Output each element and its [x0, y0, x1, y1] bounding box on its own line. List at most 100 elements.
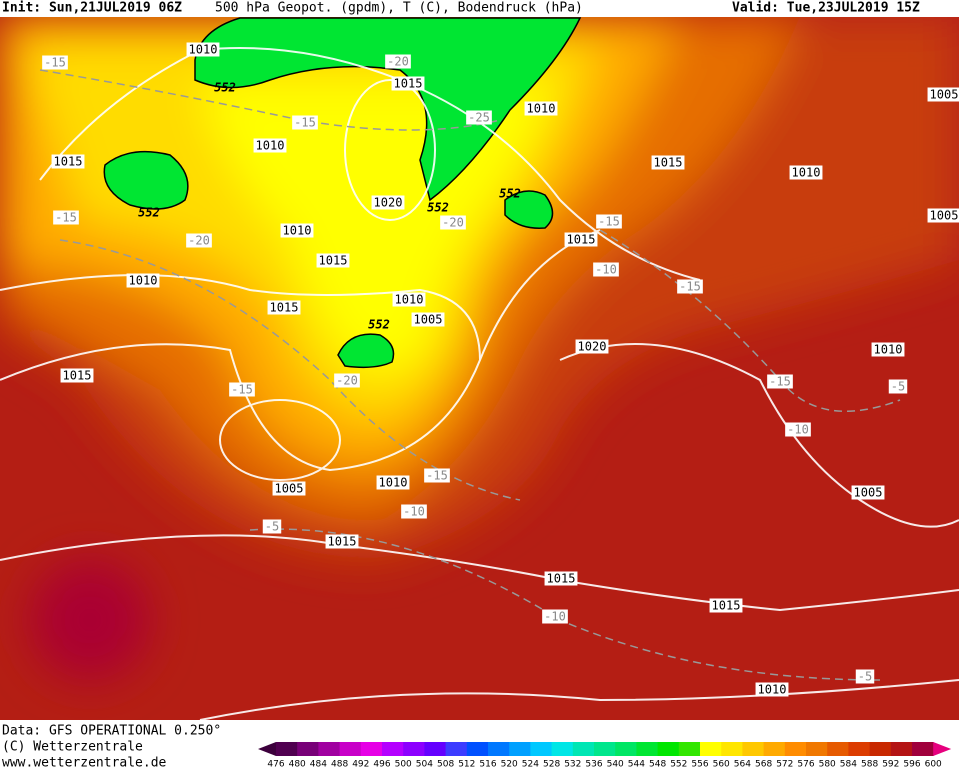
header-bar [0, 0, 959, 17]
pressure-label-box [755, 682, 789, 697]
color-bar-end [933, 742, 952, 756]
color-bar-bin [530, 742, 553, 756]
init-time: Init: Sun,21JUL2019 06Z [2, 1, 182, 16]
color-bar-bin [912, 742, 934, 756]
color-bar-bin [339, 742, 362, 756]
data-source: Data: GFS OPERATIONAL 0.250° [2, 724, 221, 739]
pressure-label-box [927, 208, 959, 223]
pressure-label: 1010 [758, 683, 787, 697]
color-bar-bin [721, 742, 743, 756]
temperature-label-box [855, 669, 875, 684]
pressure-label-box [651, 155, 685, 170]
temperature-label: -15 [769, 375, 791, 389]
color-bar-bin [848, 742, 871, 756]
temperature-label-box [186, 233, 212, 248]
geopotential-label: 552 [427, 201, 449, 215]
color-bar-bin [360, 742, 383, 756]
pressure-label-box [272, 481, 306, 496]
color-bar-label: 476 [267, 760, 284, 770]
pressure-label: 1010 [792, 166, 821, 180]
color-bar-label: 564 [734, 760, 751, 770]
color-bar-label: 568 [755, 760, 772, 770]
color-bar-label: 556 [691, 760, 708, 770]
pressure-label: 1010 [874, 343, 903, 357]
color-bar-label: 488 [331, 760, 348, 770]
color-bar-bin [297, 742, 319, 756]
color-bar-label: 540 [607, 760, 624, 770]
temperature-label: -20 [188, 234, 210, 248]
pressure-label-box [376, 475, 410, 490]
pressure-label-box [927, 87, 959, 102]
color-bar-label: 508 [437, 760, 454, 770]
map-title: 500 hPa Geopot. (gpdm), T (C), Bodendruc… [215, 1, 583, 16]
temperature-label: -5 [265, 520, 279, 534]
pressure-label-box [280, 223, 314, 238]
geopotential-label: 552 [368, 318, 390, 332]
color-bar-label: 596 [903, 760, 920, 770]
color-bar-end [258, 742, 276, 756]
color-bar-label: 584 [840, 760, 857, 770]
pressure-label: 1015 [270, 301, 299, 315]
temperature-label-box [593, 262, 619, 277]
pressure-label: 1010 [283, 224, 312, 238]
temperature-label-box [466, 110, 492, 125]
color-bar-bin [488, 742, 510, 756]
temperature-label-box [888, 379, 908, 394]
temperature-label: -10 [787, 423, 809, 437]
pressure-label-box [316, 253, 350, 268]
pressure-label-box [60, 368, 94, 383]
color-bar-bin [784, 742, 807, 756]
color-bar-bin [890, 742, 913, 756]
color-bar-bin [509, 742, 531, 756]
temperature-label: -15 [426, 469, 448, 483]
pressure-label: 1015 [547, 572, 576, 586]
pressure-label-box [709, 598, 743, 613]
color-bar-label: 572 [776, 760, 793, 770]
temperature-label: -15 [679, 280, 701, 294]
color-bar-label: 536 [585, 760, 602, 770]
color-bar-bin [551, 742, 574, 756]
temperature-label: -15 [294, 116, 316, 130]
pressure-label-box [411, 312, 445, 327]
pressure-label: 1015 [394, 77, 423, 91]
color-bar-label: 588 [861, 760, 878, 770]
color-bar-bin [615, 742, 637, 756]
pressure-label: 1005 [854, 486, 883, 500]
color-bar-bin [657, 742, 680, 756]
temperature-label: -10 [403, 505, 425, 519]
color-bar-label: 580 [819, 760, 836, 770]
pressure-label: 1015 [63, 369, 92, 383]
color-bar-label: 544 [628, 760, 645, 770]
pressure-label: 1010 [379, 476, 408, 490]
color-bar-bin [678, 742, 701, 756]
pressure-label-box [871, 342, 905, 357]
pressure-label-box [789, 165, 823, 180]
temperature-label: -20 [336, 374, 358, 388]
color-bar-label: 592 [882, 760, 899, 770]
pressure-label-box [564, 232, 598, 247]
color-bar-bin [827, 742, 849, 756]
pressure-label-box [253, 138, 287, 153]
pressure-label: 1015 [54, 155, 83, 169]
temperature-label: -10 [544, 610, 566, 624]
temperature-label-box [334, 373, 360, 388]
pressure-label-box [186, 42, 220, 57]
color-bar-label: 484 [310, 760, 327, 770]
temperature-label-box [401, 504, 427, 519]
temperature-label-box [677, 279, 703, 294]
pressure-label: 1020 [578, 340, 607, 354]
geopotential-label: 552 [138, 206, 160, 220]
pressure-label: 1015 [328, 535, 357, 549]
pressure-label-box [391, 76, 425, 91]
pressure-label-box [267, 300, 301, 315]
temperature-label: -15 [55, 211, 77, 225]
pressure-label: 1015 [567, 233, 596, 247]
temperature-label: -25 [468, 111, 490, 125]
geopotential-label: 552 [499, 187, 521, 201]
pressure-label: 1010 [189, 43, 218, 57]
pressure-label: 1005 [930, 88, 959, 102]
pressure-label: 1015 [712, 599, 741, 613]
color-bar-label: 520 [501, 760, 518, 770]
pressure-label: 1005 [930, 209, 959, 223]
